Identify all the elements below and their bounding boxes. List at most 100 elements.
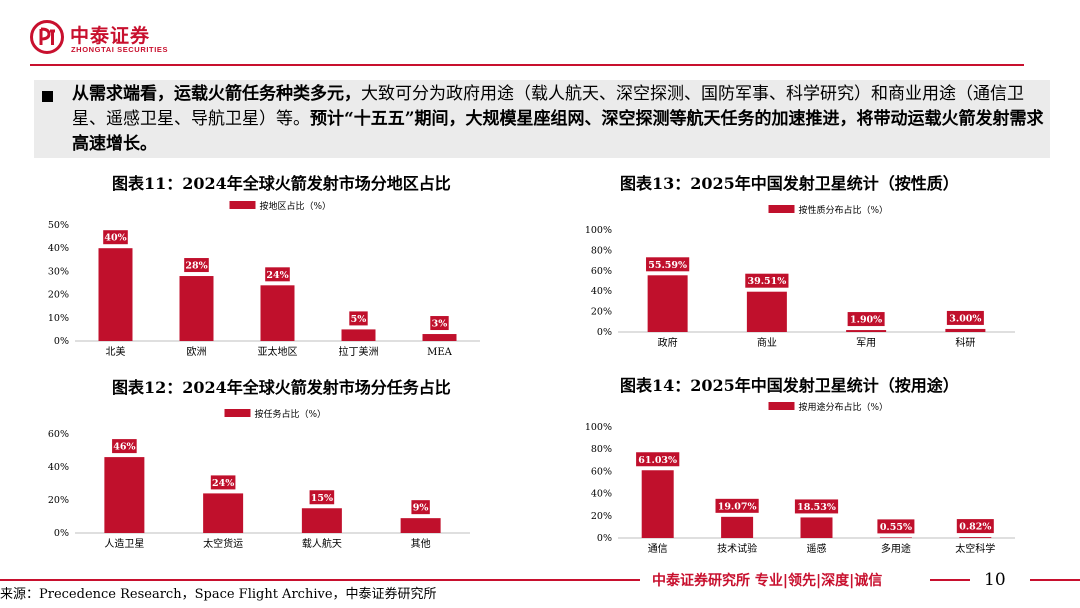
y-tick-label: 40% [48, 243, 69, 254]
data-label: 3% [432, 319, 448, 330]
intro-bold-1: 从需求端看，运载火箭任务种类多元， [72, 84, 361, 104]
intro-box: 从需求端看，运载火箭任务种类多元，大致可分为政府用途（载人航天、深空探测、国防军… [34, 80, 1050, 158]
footer-divider-mid [930, 579, 970, 581]
chart-14-title: 图表14：2025年中国发射卫星统计（按用途） [620, 376, 959, 395]
y-tick-label: 60% [591, 466, 612, 477]
x-tick-label: MEA [427, 347, 453, 358]
y-tick-label: 20% [591, 511, 612, 522]
bar [721, 516, 754, 538]
y-tick-label: 60% [591, 266, 612, 277]
bar [641, 470, 674, 538]
y-tick-label: 60% [48, 429, 69, 440]
y-tick-label: 20% [48, 290, 69, 301]
chart-11-title: 图表11：2024年全球火箭发射市场分地区占比 [112, 174, 451, 193]
data-label-box [877, 519, 915, 534]
x-tick-label: 欧洲 [187, 346, 207, 358]
data-label: 1.90% [850, 315, 882, 326]
x-tick-label: 政府 [658, 336, 678, 349]
intro-text: 从需求端看，运载火箭任务种类多元，大致可分为政府用途（载人航天、深空探测、国防军… [72, 82, 1050, 157]
x-tick-label: 其他 [411, 537, 431, 550]
bar [400, 518, 441, 533]
x-tick-label: 太空科学 [955, 542, 995, 555]
brand-mark-icon [30, 20, 64, 54]
data-label-box [309, 490, 335, 505]
x-tick-label: 北美 [106, 345, 126, 358]
page-number: 10 [984, 570, 1006, 590]
bar [800, 517, 833, 538]
source-note: 来源：Precedence Research，Space Flight Arch… [0, 587, 437, 602]
y-tick-label: 40% [48, 462, 69, 473]
y-tick-label: 100% [585, 225, 612, 236]
y-tick-label: 40% [591, 286, 612, 297]
x-tick-label: 军用 [856, 337, 876, 349]
y-tick-label: 50% [48, 220, 69, 231]
intro-normal: 大致可分为政府用途（载人航天、深空探测、国防军事、科学研究）和商业用途（通信卫星… [72, 84, 1024, 129]
x-tick-label: 亚太地区 [258, 345, 298, 358]
x-tick-label: 人造卫星 [104, 537, 144, 550]
brand-logo: 中泰证券 ZHONGTAI SECURITIES [30, 20, 190, 60]
data-label-box [715, 498, 759, 513]
bar [260, 285, 295, 341]
y-tick-label: 0% [597, 533, 612, 544]
bar [179, 276, 214, 341]
intro-bold-2: 预计“十五五”期间，大规模星座组网、深空探测等航天任务的加速推进，将带动运载火箭… [72, 109, 1044, 154]
legend-label: 按任务占比（%） [255, 408, 327, 420]
data-label-box [265, 267, 290, 282]
data-label-box [430, 316, 449, 331]
bar [945, 328, 986, 332]
y-tick-label: 20% [48, 495, 69, 506]
data-label: 46% [113, 442, 135, 453]
bar [959, 537, 992, 538]
y-tick-label: 10% [48, 313, 69, 324]
data-label-box [103, 230, 128, 245]
chart-14: 按用途分布占比（%） 0% 20% 40% 60% 80% 100% 61.03% 通信 19.0… [585, 401, 1015, 555]
bar [422, 334, 457, 341]
y-tick-label: 80% [591, 245, 612, 256]
x-tick-label: 通信 [648, 543, 668, 555]
data-label-box [411, 500, 430, 515]
data-label-box [847, 312, 885, 327]
legend-swatch [229, 201, 256, 209]
y-tick-label: 20% [591, 307, 612, 318]
data-label-box [794, 499, 839, 514]
data-label-box [646, 257, 690, 272]
bar [846, 330, 887, 332]
x-tick-label: 载人航天 [302, 537, 342, 550]
legend-label: 按地区占比（%） [260, 200, 332, 212]
data-label: 40% [104, 233, 126, 244]
data-label: 24% [212, 478, 234, 489]
chart-13-title: 图表13：2025年中国发射卫星统计（按性质） [620, 174, 959, 193]
x-tick-label: 多用途 [881, 542, 911, 555]
bar [104, 457, 145, 533]
bar [98, 248, 133, 341]
footer-divider-left [0, 579, 640, 581]
bullet-square-icon [42, 91, 53, 102]
chart-12-title: 图表12：2024年全球火箭发射市场分任务占比 [112, 378, 451, 397]
data-label-box [956, 519, 994, 534]
data-label: 55.59% [648, 260, 687, 271]
data-label: 0.55% [880, 522, 912, 533]
chart-11: 按地区占比（%） 0% 10% 20% 30% 40% 50% 40% 北美 28% 欧洲 24% 亚太… [48, 200, 480, 358]
bar [301, 508, 342, 533]
x-tick-label: 技术试验 [717, 542, 757, 555]
brand-name-cn: 中泰证券 [70, 25, 151, 47]
bar [341, 329, 376, 341]
legend-label: 按性质分布占比（%） [799, 204, 889, 216]
data-label-box [349, 311, 368, 326]
data-label-box [210, 475, 236, 490]
x-tick-label: 遥感 [807, 542, 827, 555]
data-label: 18.53% [797, 502, 836, 513]
bar [879, 537, 912, 538]
y-tick-label: 0% [54, 336, 69, 347]
bar [746, 291, 787, 332]
footer-tagline: 中泰证券研究所 专业|领先|深度|诚信 [652, 573, 883, 589]
x-tick-label: 太空货运 [203, 537, 243, 550]
chart-12: 按任务占比（%） 0% 20% 40% 60% 46% 人造卫星 24% 太空货运 15% 载人航天… [48, 408, 470, 550]
y-tick-label: 0% [54, 528, 69, 539]
data-label: 15% [311, 493, 333, 504]
data-label-box [745, 273, 789, 288]
data-label: 9% [413, 503, 429, 514]
data-label: 24% [266, 270, 288, 281]
legend-swatch [768, 402, 795, 410]
bar [647, 275, 688, 332]
